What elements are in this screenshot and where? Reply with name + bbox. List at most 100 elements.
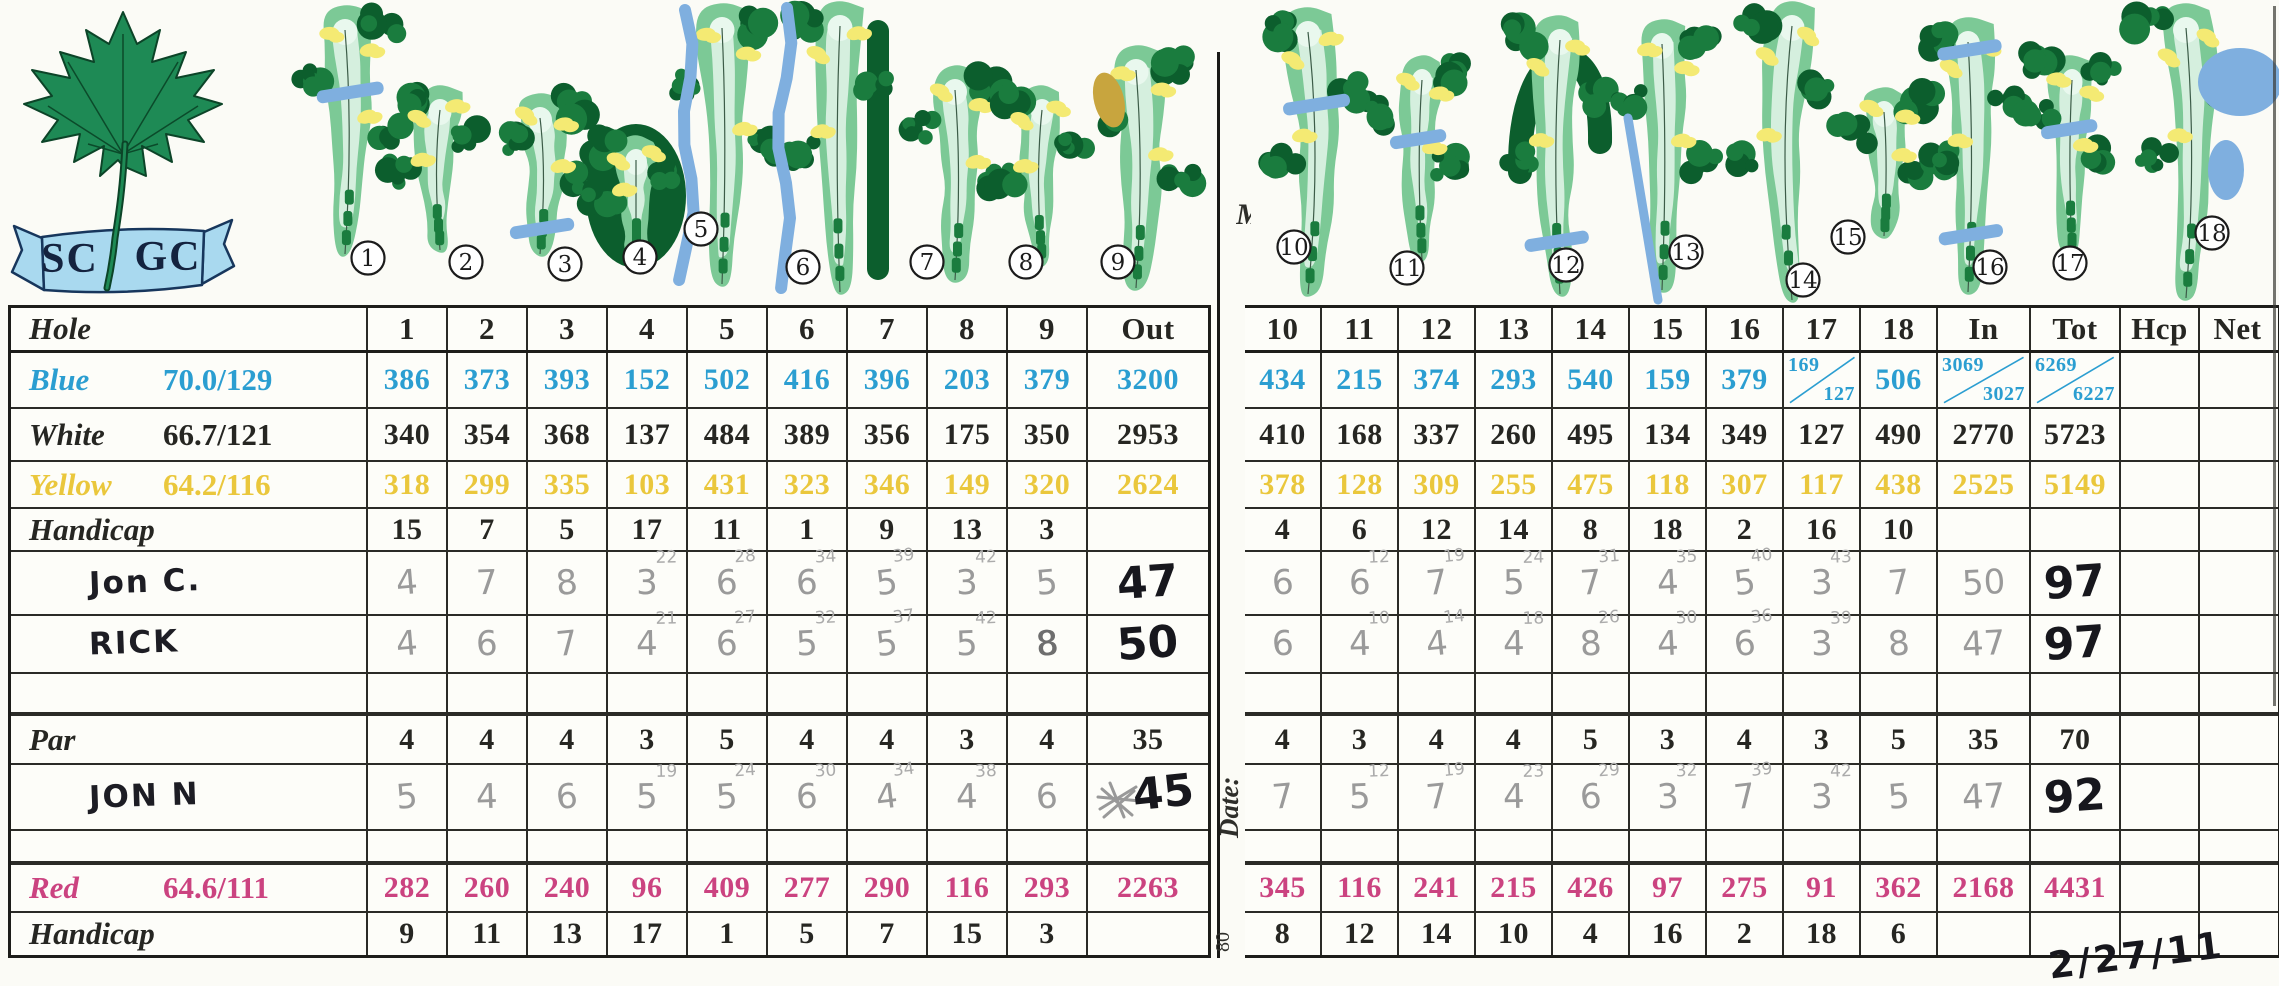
printed-value: 431	[703, 467, 751, 501]
score-cell: 6	[768, 308, 848, 350]
hole-illustration-2: 2	[374, 81, 491, 280]
score-cell: 340	[368, 409, 448, 460]
hole-illustration-5: 5	[669, 3, 788, 287]
score-cell: 320	[1008, 462, 1088, 507]
column-header: 8	[959, 311, 975, 346]
running-total-superscript: 22	[655, 547, 678, 568]
score-cell	[1553, 831, 1630, 861]
score-cell: 389	[768, 409, 848, 460]
score-cell: 128	[1322, 462, 1399, 507]
running-total-superscript: 12	[1367, 546, 1390, 568]
score-cell: 350	[1008, 409, 1088, 460]
score-cell	[1088, 674, 1208, 712]
hole-number-circle: 2	[448, 244, 484, 280]
running-total-superscript: 42	[974, 607, 998, 629]
handwritten-score: 7	[554, 622, 580, 666]
score-cell: 426	[1553, 865, 1630, 911]
score-cell: 8	[1861, 616, 1938, 672]
score-cell: 490	[1861, 409, 1938, 460]
score-cell	[608, 831, 688, 861]
handwritten-score: 6 27	[714, 606, 757, 665]
handwritten-score: 4 21	[635, 608, 678, 665]
handwritten-score: 97	[2042, 554, 2108, 611]
score-cell: 7	[1245, 765, 1322, 829]
hole-illustration-4: 4	[576, 124, 686, 275]
handwritten-score: 6 29	[1578, 759, 1621, 818]
score-cell: 12	[1399, 308, 1476, 350]
score-cell: 103	[608, 462, 688, 507]
running-total-superscript: 19	[655, 761, 678, 782]
column-header: Out	[1121, 311, 1175, 346]
printed-value: 1	[719, 917, 735, 950]
row-label-cell: Jon C.	[11, 552, 368, 614]
score-cell: 5 39	[848, 545, 928, 614]
hole-number-circle: 1	[350, 240, 386, 276]
row-label-cell: Hole	[11, 308, 368, 350]
printed-value: 103	[623, 467, 671, 501]
running-total-superscript: 42	[1829, 760, 1852, 782]
printed-value: 14	[1498, 512, 1529, 546]
score-cell: 18	[1861, 308, 1938, 350]
printed-value: 3	[639, 722, 655, 756]
handwritten-score: 3 22	[635, 547, 678, 604]
score-cell: 4	[1476, 716, 1553, 763]
score-cell	[2121, 865, 2200, 911]
handwritten-score: 97	[2042, 615, 2108, 672]
printed-value: 9	[879, 512, 895, 546]
printed-value: 13	[951, 512, 983, 546]
score-cell: 431	[688, 462, 768, 507]
score-cell: 159	[1630, 353, 1707, 407]
score-cell	[2121, 353, 2200, 407]
score-cell: 260	[1476, 409, 1553, 460]
score-cell: 6269 6227	[2031, 353, 2121, 407]
row-label-cell: White 66.7/121	[11, 409, 368, 460]
row-label-cell: Handicap	[11, 509, 368, 550]
score-cell	[1476, 831, 1553, 861]
handwritten-score: 5 32	[795, 607, 837, 665]
score-cell: 409	[688, 865, 768, 911]
row-label: Handicap	[29, 916, 155, 951]
row-label-cell	[11, 831, 368, 861]
printed-value: 368	[543, 417, 591, 451]
score-cell	[2200, 765, 2275, 829]
score-cell: 318	[368, 462, 448, 507]
running-total-superscript: 10	[1367, 607, 1390, 629]
running-total-superscript: 34	[891, 758, 916, 781]
score-cell	[848, 831, 928, 861]
score-cell	[2121, 913, 2200, 955]
tee-rating: 70.0/129	[163, 362, 273, 397]
score-cell: 13	[528, 913, 608, 955]
score-cell: 393	[528, 353, 608, 407]
running-total-superscript: 21	[655, 608, 678, 629]
printed-value: 14	[1421, 917, 1452, 950]
row-tee: 434 215 374 293 540 159 379 169 127 506 3069 3027 62…	[1245, 353, 2278, 409]
score-cell	[2121, 674, 2200, 712]
row-label-cell: Par	[11, 716, 368, 763]
svg-text:15: 15	[1833, 225, 1862, 251]
handwritten-score: 6	[554, 775, 580, 819]
printed-value: 4	[1274, 722, 1291, 756]
printed-value: 6227	[2073, 383, 2115, 405]
score-cell: 2953	[1088, 409, 1208, 460]
score-cell: 5	[1008, 552, 1088, 614]
player-name: Jon C.	[88, 562, 202, 602]
row-label-cell: Yellow 64.2/116	[11, 462, 368, 507]
printed-value: 386	[383, 363, 431, 396]
score-cell: 282	[368, 865, 448, 911]
handwritten-score: 6	[475, 623, 499, 665]
handwritten-score: 7	[1885, 562, 1912, 604]
score-cell: 8	[1008, 616, 1088, 672]
svg-text:8: 8	[1019, 250, 1034, 276]
column-header: 1	[399, 311, 415, 346]
score-cell: 4	[1707, 716, 1784, 763]
score-cell: 3069 3027	[1938, 353, 2031, 407]
running-total-superscript: 24	[1522, 547, 1545, 568]
score-cell: Tot	[2031, 308, 2121, 350]
score-cell: 6	[448, 616, 528, 672]
score-cell: 17	[608, 509, 688, 550]
score-cell	[1630, 674, 1707, 712]
score-cell	[528, 831, 608, 861]
handwritten-score: 5	[1034, 562, 1060, 604]
score-cell: 4	[528, 716, 608, 763]
